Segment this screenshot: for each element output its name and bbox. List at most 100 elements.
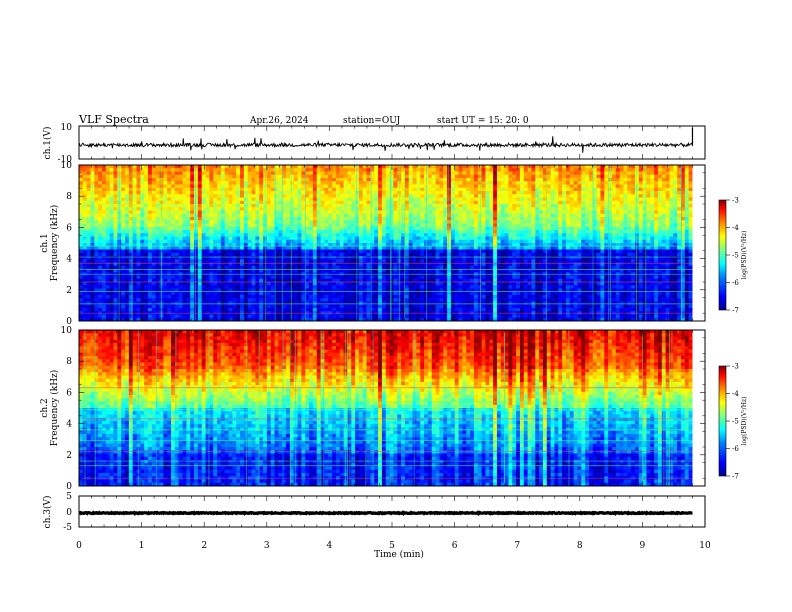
spectrogram-cell <box>654 191 659 195</box>
spectrogram-cell <box>427 259 433 264</box>
spectrogram-cell <box>251 187 256 192</box>
spectrogram-cell <box>470 259 475 264</box>
spectrogram-cell <box>393 191 398 195</box>
spectrogram-cell <box>393 262 398 267</box>
spectrogram-cell <box>500 249 506 254</box>
spectrogram-cell <box>243 165 249 169</box>
spectrogram-cell <box>420 233 425 238</box>
spectrogram-cell <box>454 239 460 244</box>
spectrogram-cell <box>278 226 283 231</box>
spectrogram-cell <box>339 223 345 228</box>
spectrogram-cell <box>109 223 115 228</box>
spectrogram-cell <box>408 200 414 205</box>
spectrogram-cell <box>500 220 506 225</box>
spectrogram-cell <box>263 174 268 179</box>
spectrogram-cell <box>684 249 690 254</box>
spectrogram-cell <box>516 174 521 179</box>
spectrogram-cell <box>343 220 348 225</box>
spectrogram-cell <box>684 256 690 260</box>
spectrogram-cell <box>623 213 628 218</box>
spectrogram-cell <box>657 207 663 212</box>
spectrogram-cell <box>512 168 517 173</box>
spectrogram-cell <box>136 262 141 267</box>
spectrogram-cell <box>366 262 372 267</box>
spectrogram-cell <box>688 178 694 182</box>
spectrogram-cell <box>569 204 575 208</box>
spectrogram-cell <box>673 184 678 189</box>
spectrogram-cell <box>263 230 268 234</box>
spectrogram-cell <box>458 204 464 208</box>
spectrogram-cell <box>435 213 441 218</box>
spectrogram-cell <box>454 200 460 205</box>
spectrogram-cell <box>136 223 141 228</box>
spectrogram-cell <box>558 184 563 189</box>
spectrogram-cell <box>546 259 552 264</box>
spectrogram-cell <box>650 181 655 186</box>
spectrogram-cell <box>569 187 575 192</box>
spectrogram-cell <box>213 256 218 260</box>
spectrogram-cell <box>531 194 536 199</box>
spectrogram-cell <box>435 223 441 228</box>
spectrogram-cell <box>374 213 379 218</box>
spectrogram-cell <box>585 226 590 231</box>
spectrogram-cell <box>255 239 260 244</box>
spectrogram-cell <box>657 168 663 173</box>
spectrogram-cell <box>136 197 141 202</box>
spectrogram-cell <box>182 165 187 169</box>
spectrogram-cell <box>427 246 433 251</box>
spectrogram-cell <box>263 252 268 257</box>
spectrogram-cell <box>389 191 395 195</box>
spectrogram-cell <box>82 252 88 257</box>
spectrogram-cell <box>604 165 609 169</box>
spectrogram-cell <box>588 246 594 251</box>
spectrogram-cell <box>109 233 115 238</box>
spectrogram-cell <box>558 252 563 257</box>
spectrogram-cell <box>113 174 118 179</box>
spectrogram-cell <box>355 220 360 225</box>
spectrogram-cell <box>370 171 375 176</box>
spectrogram-cell <box>654 220 659 225</box>
spectrogram-cell <box>309 207 314 212</box>
spectrogram-cell <box>650 165 655 169</box>
spectrogram-cell <box>450 194 456 199</box>
spectrogram-cell <box>278 191 283 195</box>
spectrogram-cell <box>374 178 379 182</box>
spectrogram-cell <box>305 184 310 189</box>
spectrogram-cell <box>657 213 663 218</box>
spectrogram-cell <box>381 223 387 228</box>
spectrogram-cell <box>113 184 118 189</box>
spectrogram-cell <box>86 207 92 212</box>
spectrogram-cell <box>408 220 414 225</box>
spectrogram-cell <box>496 207 502 212</box>
spectrogram-cell <box>458 168 464 173</box>
spectrogram-cell <box>178 191 184 195</box>
spectrogram-cell <box>312 204 318 208</box>
spectrogram-cell <box>665 181 671 186</box>
spectrogram-cell <box>661 252 667 257</box>
spectrogram-cell <box>539 226 544 231</box>
spectrogram-cell <box>186 243 191 247</box>
spectrogram-cell <box>128 226 134 231</box>
spectrogram-cell <box>163 200 168 205</box>
spectrogram-cell <box>562 187 567 192</box>
spectrogram-cell <box>588 207 594 212</box>
spectrogram-cell <box>646 230 651 234</box>
spectrogram-cell <box>420 200 425 205</box>
spectrogram-cell <box>251 191 256 195</box>
spectrogram-cell <box>600 207 605 212</box>
spectrogram-cell <box>420 213 425 218</box>
spectrogram-cell <box>286 184 291 189</box>
spectrogram-cell <box>596 194 602 199</box>
spectrogram-cell <box>393 178 398 182</box>
spectrogram-cell <box>236 194 241 199</box>
spectrogram-cell <box>358 187 364 192</box>
spectrogram-cell <box>481 246 487 251</box>
spectrogram-cell <box>542 239 548 244</box>
spectrogram-cell <box>527 171 533 176</box>
spectrogram-cell <box>102 184 107 189</box>
spectrogram-cell <box>278 249 283 254</box>
spectrogram-cell <box>205 256 210 260</box>
spectrogram-cell <box>105 249 111 254</box>
spectrogram-cell <box>362 174 368 179</box>
spectrogram-cell <box>324 239 329 244</box>
